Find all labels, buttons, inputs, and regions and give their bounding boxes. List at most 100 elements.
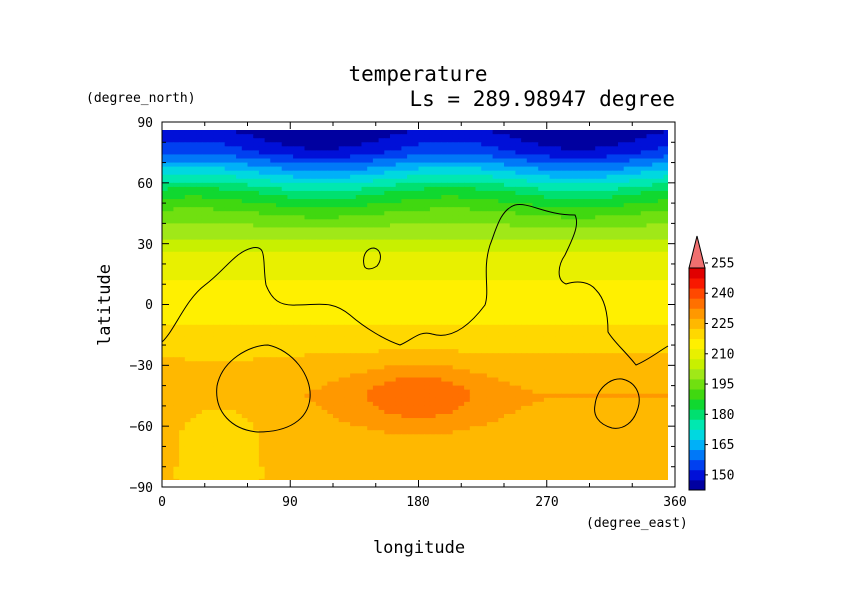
- field-cell: [492, 272, 499, 277]
- field-cell: [447, 268, 454, 273]
- field-cell: [521, 280, 528, 285]
- field-cell: [566, 284, 573, 289]
- field-cell: [281, 304, 288, 310]
- field-cell: [298, 146, 306, 151]
- field-cell: [184, 320, 192, 326]
- field-cell: [179, 345, 186, 350]
- field-cell: [458, 130, 465, 135]
- field-cell: [504, 280, 511, 285]
- field-cell: [293, 345, 300, 350]
- field-cell: [196, 268, 203, 273]
- field-cell: [338, 320, 345, 326]
- field-cell: [498, 247, 505, 253]
- field-cell: [600, 130, 608, 131]
- field-cell: [629, 130, 636, 135]
- field-cell: [344, 328, 351, 334]
- field-cell: [167, 276, 174, 281]
- field-cell: [566, 203, 573, 208]
- field-cell: [572, 304, 579, 310]
- field-cell: [521, 243, 528, 249]
- field-cell: [230, 280, 237, 285]
- field-cell: [361, 292, 368, 297]
- field-cell: [618, 138, 625, 143]
- field-cell: [566, 336, 573, 342]
- field-cell: [253, 284, 260, 289]
- field-cell: [521, 223, 528, 229]
- field-cell: [258, 138, 266, 143]
- field-cell: [572, 320, 579, 326]
- field-cell: [486, 130, 494, 135]
- field-cell: [173, 195, 180, 200]
- field-cell: [304, 227, 311, 233]
- field-cell: [469, 138, 477, 143]
- field-cell: [401, 182, 408, 188]
- field-cell: [515, 219, 522, 224]
- field-cell: [247, 324, 254, 330]
- field-cell: [452, 324, 459, 330]
- field-cell: [412, 312, 420, 318]
- field-cell: [515, 174, 522, 180]
- field-cell: [344, 320, 351, 326]
- field-cell: [498, 162, 505, 168]
- field-cell: [179, 341, 186, 346]
- field-cell: [395, 276, 402, 281]
- field-cell: [213, 324, 220, 330]
- field-cell: [384, 219, 391, 224]
- field-cell: [287, 272, 294, 277]
- field-cell: [640, 231, 648, 237]
- field-cell: [207, 255, 214, 261]
- field-cell: [600, 255, 608, 261]
- field-cell: [179, 130, 186, 135]
- field-cell: [293, 190, 300, 196]
- field-cell: [407, 231, 414, 237]
- field-cell: [264, 154, 271, 160]
- field-cell: [469, 247, 477, 253]
- field-cell: [652, 247, 659, 253]
- field-cell: [526, 134, 534, 139]
- field-cell: [333, 134, 340, 139]
- field-cell: [327, 341, 334, 346]
- field-cell: [538, 235, 545, 241]
- field-cell: [606, 235, 613, 241]
- field-cell: [315, 324, 323, 330]
- field-cell: [561, 332, 568, 338]
- field-cell: [304, 186, 311, 192]
- field-cell: [418, 150, 425, 156]
- field-cell: [595, 178, 602, 184]
- field-cell: [276, 199, 283, 204]
- field-cell: [384, 223, 391, 229]
- field-cell: [338, 174, 345, 180]
- field-cell: [606, 130, 613, 131]
- field-cell: [447, 162, 454, 168]
- field-cell: [640, 308, 648, 314]
- field-cell: [481, 341, 488, 346]
- field-cell: [635, 130, 642, 131]
- field-cell: [498, 251, 505, 257]
- field-cell: [441, 166, 448, 172]
- field-cell: [481, 199, 488, 204]
- field-cell: [287, 255, 294, 261]
- field-cell: [481, 142, 488, 147]
- field-cell: [304, 243, 311, 249]
- field-cell: [213, 239, 220, 245]
- field-cell: [367, 259, 374, 265]
- field-cell: [657, 138, 665, 143]
- field-cell: [264, 211, 271, 216]
- field-cell: [304, 292, 311, 297]
- field-cell: [572, 239, 579, 245]
- field-cell: [504, 138, 511, 143]
- field-cell: [179, 272, 186, 277]
- field-cell: [549, 178, 556, 184]
- field-cell: [224, 231, 231, 237]
- field-cell: [543, 255, 551, 261]
- field-cell: [384, 292, 391, 297]
- field-cell: [298, 215, 306, 220]
- field-cell: [578, 332, 585, 338]
- field-cell: [646, 259, 653, 265]
- field-cell: [258, 336, 266, 342]
- field-cell: [333, 341, 340, 346]
- field-cell: [469, 304, 477, 310]
- field-cell: [595, 324, 602, 330]
- field-cell: [435, 341, 442, 346]
